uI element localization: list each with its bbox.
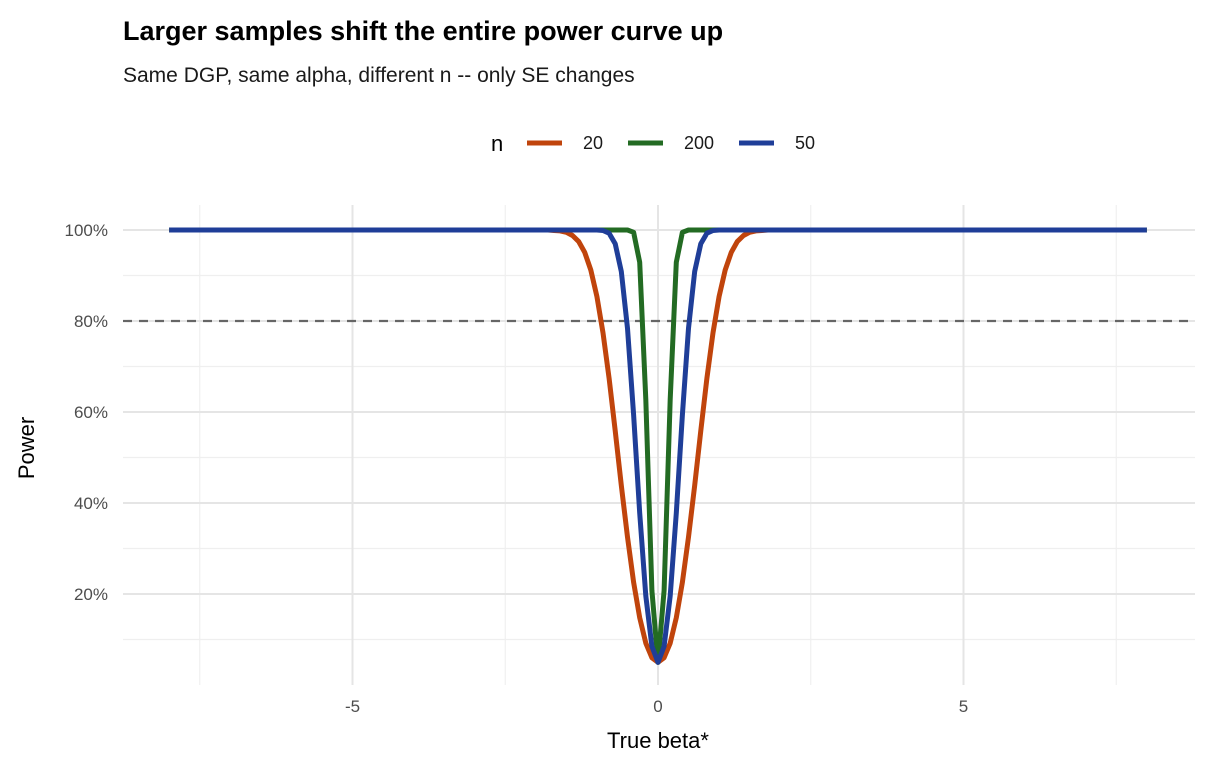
y-axis-ticks: 20% 40% 60% 80% 100%	[65, 221, 108, 604]
x-tick-label: 0	[653, 697, 662, 716]
legend: n 20 200 50	[491, 131, 815, 156]
legend-label-n-200: 200	[684, 133, 714, 153]
y-tick-label: 60%	[74, 403, 108, 422]
series-line-n-50	[169, 227, 1147, 665]
legend-title: n	[491, 131, 503, 156]
y-tick-label: 20%	[74, 585, 108, 604]
y-tick-label: 80%	[74, 312, 108, 331]
legend-label-n-50: 50	[795, 133, 815, 153]
legend-label-n-20: 20	[583, 133, 603, 153]
x-axis-ticks: -5 0 5	[345, 697, 968, 716]
x-axis-title: True beta*	[607, 728, 709, 753]
y-tick-label: 100%	[65, 221, 108, 240]
y-axis-title: Power	[14, 417, 39, 479]
grid	[123, 205, 1195, 685]
chart-subtitle: Same DGP, same alpha, different n -- onl…	[123, 64, 635, 87]
series-lines	[169, 227, 1147, 665]
chart-title: Larger samples shift the entire power cu…	[123, 16, 723, 46]
y-tick-label: 40%	[74, 494, 108, 513]
x-tick-label: -5	[345, 697, 360, 716]
x-tick-label: 5	[959, 697, 968, 716]
